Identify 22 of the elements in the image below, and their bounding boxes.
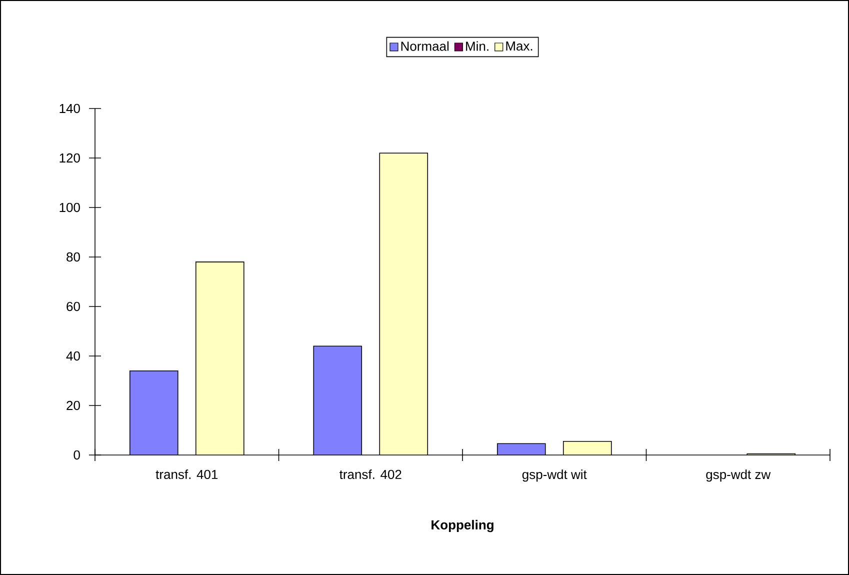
y-tick-label: 20 (66, 400, 80, 410)
bar (314, 346, 362, 455)
legend-label: Min. (466, 41, 488, 51)
legend-label: Normaal (401, 41, 449, 51)
bar (496, 443, 546, 455)
y-tick-label: 140 (60, 104, 80, 114)
legend-label: Max. (506, 42, 532, 51)
bar (196, 262, 244, 455)
y-tick-label: 0 (74, 450, 80, 460)
x-tick-label: transf. 401 (156, 470, 218, 480)
y-tick-label: 40 (66, 351, 80, 361)
y-tick-label: 120 (60, 153, 80, 163)
y-tick-label: 100 (60, 202, 80, 212)
x-tick-label: transf. 402 (340, 470, 402, 480)
x-tick-label: gsp-wdt zw (706, 470, 771, 482)
y-tick-label: 60 (66, 302, 80, 312)
x-axis-title: Koppeling (432, 520, 494, 532)
x-tick-label: gsp-wdt wit (522, 470, 587, 482)
bar (380, 153, 428, 455)
bar (130, 370, 178, 455)
y-tick-label: 80 (66, 252, 80, 262)
bar (563, 441, 612, 455)
